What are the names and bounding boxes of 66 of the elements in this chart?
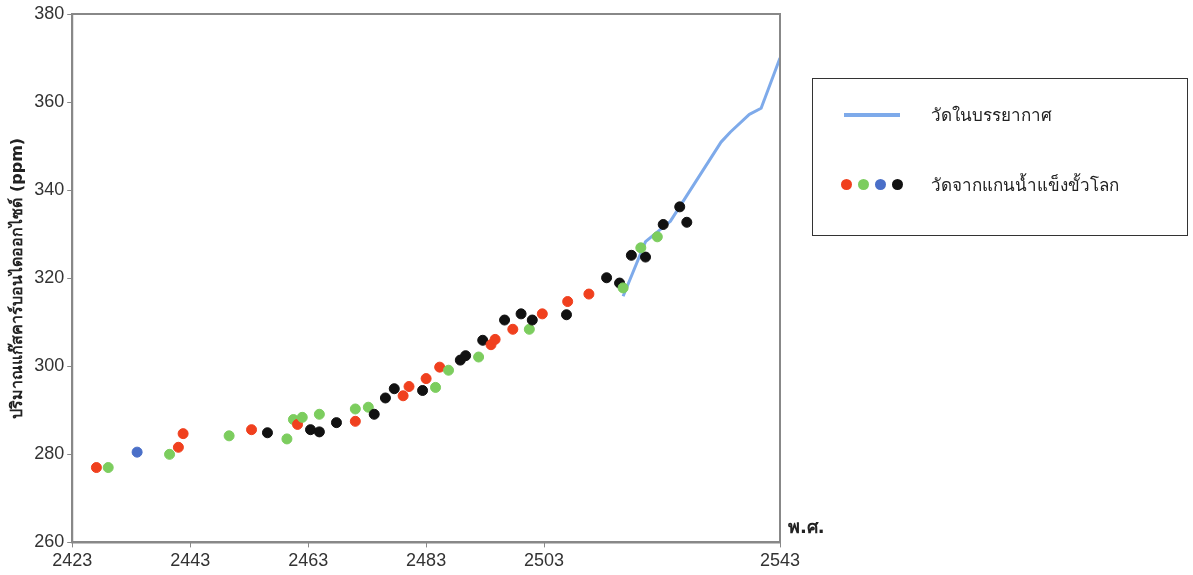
y-tick-label: 260 [34,531,65,552]
point [473,351,485,363]
x-tick-label: 2423 [52,550,93,571]
point [443,364,455,376]
y-tick-label: 380 [34,2,65,23]
point [349,403,361,415]
point [330,417,342,429]
point [499,314,511,326]
point [536,308,548,320]
point [434,361,446,373]
point [526,314,538,326]
point [625,249,637,261]
point [261,427,273,439]
point [368,408,380,420]
point [489,333,501,345]
point [349,415,361,427]
point [388,383,400,395]
point [379,392,391,404]
legend-label: วัดในบรรยากาศ [931,104,1052,127]
point [420,373,432,385]
point [562,296,574,308]
point [657,218,669,230]
y-tick-label: 300 [34,355,65,376]
x-axis-title: พ.ศ. [788,516,825,538]
point [507,323,519,335]
point [617,282,629,294]
point [90,462,102,474]
y-axis-title: ปริมาณแก๊สคาร์บอนไดออกไซด์ (ppm) [6,137,26,419]
y-tick-label: 320 [34,267,65,288]
y-tick-label: 360 [34,91,65,112]
point [246,424,258,436]
point [583,288,595,300]
point [397,390,409,402]
x-tick-label: 2543 [759,550,801,571]
point [417,384,429,396]
y-tick-label: 280 [34,443,65,464]
x-tick-label: 2443 [170,550,211,571]
point [681,216,693,228]
x-tick-label: 2503 [524,550,565,571]
point [523,323,535,335]
point [281,433,293,445]
legend-label: วัดจากแกนน้ำแข็งขั้วโลก [931,172,1119,197]
point [403,381,415,393]
point [460,350,472,362]
point [177,428,189,440]
x-tick-label: 2463 [288,550,329,571]
point [635,242,647,254]
point [362,401,374,413]
point [102,462,114,474]
point [674,201,686,213]
point [601,272,613,284]
point [313,426,325,438]
point [131,446,143,458]
point [313,408,325,420]
point [477,334,489,346]
x-tick-label: 2483 [406,550,447,571]
point [164,448,176,460]
point [223,430,235,442]
point [640,251,652,263]
point [296,411,308,423]
point [560,309,572,321]
y-tick-label: 340 [34,179,65,200]
point [172,441,184,453]
point [430,381,442,393]
point [515,308,527,320]
point [651,231,663,243]
